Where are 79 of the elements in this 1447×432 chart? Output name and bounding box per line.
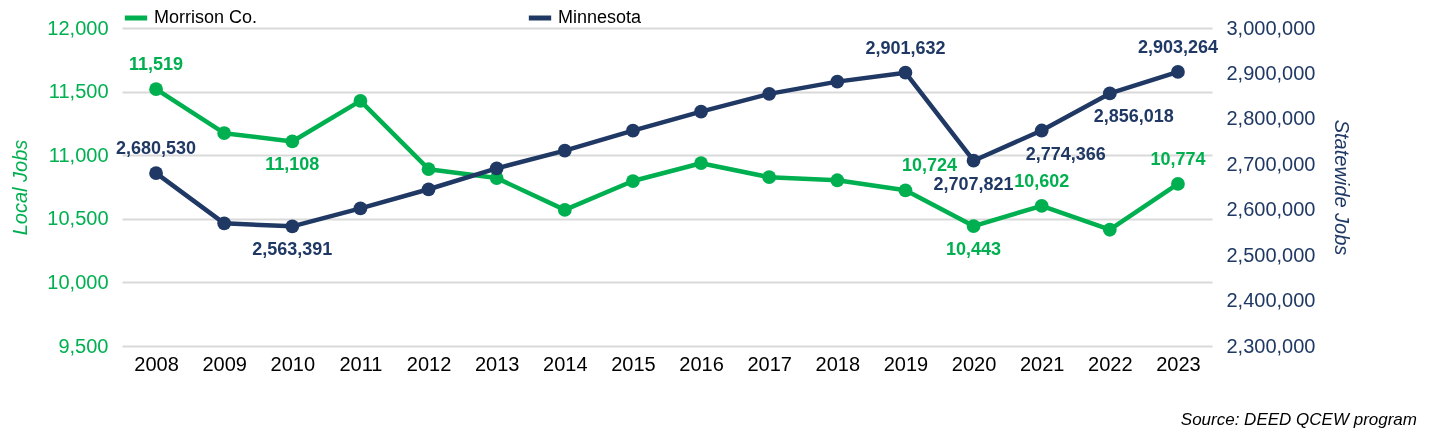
point bbox=[149, 82, 163, 97]
data-label: 2,774,366 bbox=[1025, 143, 1106, 164]
point bbox=[966, 153, 981, 168]
point bbox=[1171, 65, 1185, 79]
point bbox=[285, 134, 300, 149]
y2-tick-label: 2,800,000 bbox=[1226, 107, 1316, 130]
point bbox=[626, 123, 640, 138]
data-label: 10,443 bbox=[946, 239, 1002, 260]
x-tick-label: 2021 bbox=[1019, 352, 1065, 375]
x-tick-label: 2019 bbox=[883, 352, 929, 375]
point bbox=[421, 182, 436, 197]
x-tick-label: 2016 bbox=[679, 352, 724, 375]
point bbox=[557, 203, 572, 217]
y-tick-label: 12,000 bbox=[47, 16, 109, 39]
data-label: 11,519 bbox=[129, 54, 184, 75]
x-tick-label: 2015 bbox=[611, 352, 656, 375]
x-tick-label: 2020 bbox=[951, 352, 997, 375]
point bbox=[762, 170, 777, 185]
point bbox=[353, 94, 368, 108]
data-label: 11,108 bbox=[265, 154, 320, 175]
y-tick-label: 10,500 bbox=[47, 207, 109, 230]
data-label: 2,707,821 bbox=[933, 173, 1014, 194]
y2-axis-title: Statewide Jobs bbox=[1331, 119, 1354, 256]
x-tick-label: 2013 bbox=[474, 352, 520, 375]
point bbox=[830, 173, 845, 188]
x-tick-label: 2018 bbox=[815, 352, 861, 375]
y-tick-label: 11,500 bbox=[48, 80, 109, 103]
data-label: 10,602 bbox=[1014, 170, 1070, 191]
point bbox=[149, 166, 163, 181]
y2-tick-label: 2,700,000 bbox=[1226, 152, 1316, 175]
y2-tick-label: 3,000,000 bbox=[1226, 16, 1316, 39]
y2-tick-label: 2,300,000 bbox=[1226, 334, 1316, 357]
point bbox=[762, 86, 777, 101]
x-tick-label: 2023 bbox=[1156, 352, 1201, 375]
x-tick-label: 2017 bbox=[747, 352, 792, 375]
legend-label: Morrison Co. bbox=[154, 7, 258, 27]
point bbox=[489, 161, 504, 176]
data-label: 2,563,391 bbox=[252, 239, 333, 260]
point bbox=[966, 219, 981, 233]
x-tick-label: 2010 bbox=[270, 352, 316, 375]
point bbox=[694, 156, 708, 171]
x-tick-label: 2012 bbox=[406, 352, 452, 375]
data-label: 2,901,632 bbox=[865, 37, 946, 58]
data-label: 10,774 bbox=[1150, 148, 1206, 169]
point bbox=[353, 201, 368, 216]
point bbox=[285, 219, 300, 234]
legend-label: Minnesota bbox=[558, 7, 643, 27]
x-tick-label: 2022 bbox=[1088, 352, 1133, 375]
point bbox=[898, 65, 913, 80]
point bbox=[626, 174, 640, 188]
point bbox=[1034, 123, 1049, 138]
y2-tick-label: 2,400,000 bbox=[1226, 289, 1316, 312]
y-tick-label: 9,500 bbox=[58, 334, 109, 357]
point bbox=[830, 74, 845, 89]
point bbox=[1171, 177, 1185, 191]
x-tick-label: 2011 bbox=[339, 352, 383, 375]
y-tick-label: 10,000 bbox=[47, 270, 109, 293]
data-label: 10,724 bbox=[901, 155, 957, 176]
point bbox=[217, 216, 232, 231]
point bbox=[421, 162, 436, 177]
y-tick-label: 11,000 bbox=[48, 143, 109, 166]
point bbox=[1102, 222, 1117, 237]
point bbox=[1034, 198, 1049, 213]
x-tick-label: 2014 bbox=[543, 352, 588, 375]
x-tick-label: 2008 bbox=[134, 352, 179, 375]
y2-tick-label: 2,900,000 bbox=[1226, 61, 1316, 84]
point bbox=[898, 183, 913, 198]
y2-tick-label: 2,600,000 bbox=[1226, 198, 1316, 221]
point bbox=[694, 104, 708, 119]
data-label: 2,903,264 bbox=[1137, 36, 1218, 57]
source-note: Source: DEED QCEW program bbox=[1180, 410, 1417, 430]
data-label: 2,856,018 bbox=[1093, 106, 1174, 127]
y-axis-title: Local Jobs bbox=[9, 139, 32, 236]
data-label: 2,680,530 bbox=[116, 138, 197, 159]
y2-tick-label: 2,500,000 bbox=[1226, 243, 1316, 266]
x-tick-label: 2009 bbox=[202, 352, 247, 375]
point bbox=[217, 126, 232, 141]
point bbox=[1102, 86, 1117, 101]
point bbox=[557, 143, 572, 158]
